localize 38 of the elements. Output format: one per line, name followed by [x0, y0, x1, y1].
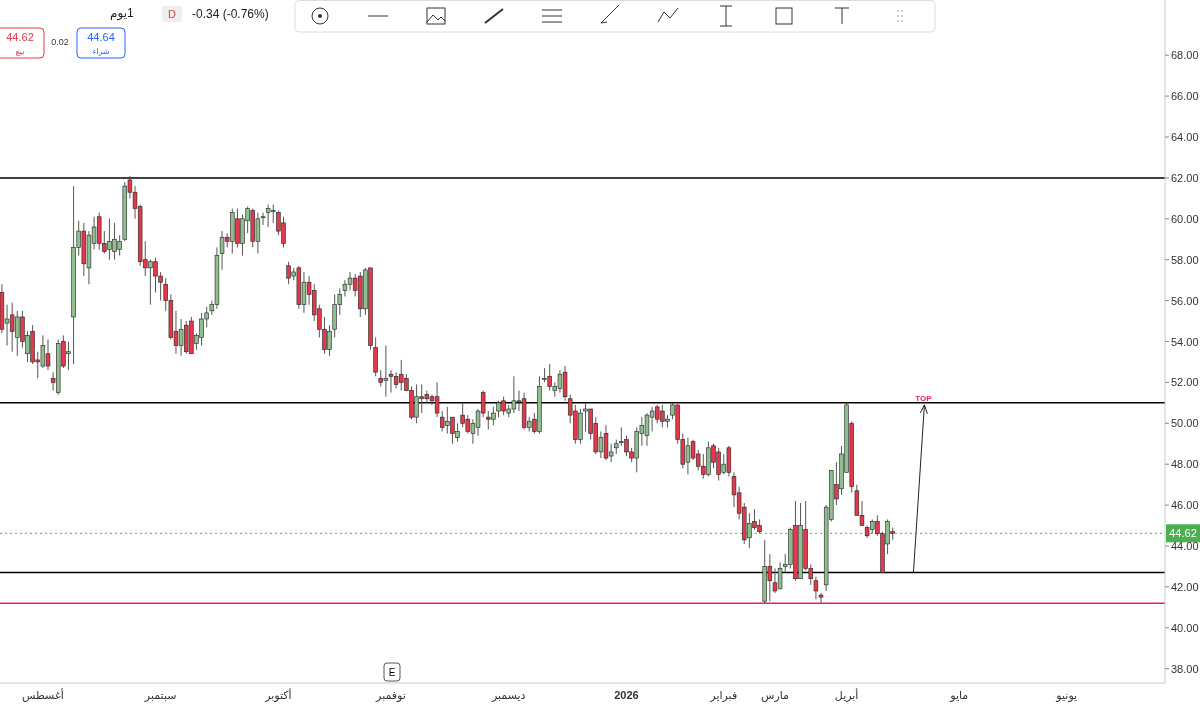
x-tick-label: أكتوبر: [264, 688, 292, 702]
y-tick-label: 46.00: [1171, 499, 1199, 512]
x-tick-label: فبراير: [709, 689, 738, 702]
y-tick-label: 38.00: [1171, 662, 1199, 675]
annotation: 1يوم: [110, 6, 134, 21]
y-tick-label: 52.00: [1171, 376, 1199, 389]
y-tick-label: 56.00: [1171, 294, 1199, 307]
annotation: 0.02: [51, 37, 69, 47]
x-tick-label: مارس: [760, 689, 790, 702]
y-tick-label: 64.00: [1171, 131, 1199, 144]
annotation: E: [388, 667, 396, 678]
x-tick-label: سبتمبر: [143, 689, 177, 702]
annotation: 44.64: [87, 31, 115, 43]
y-tick-label: 54.00: [1171, 335, 1199, 348]
annotation: شراء: [92, 47, 110, 56]
y-tick-label: 40.00: [1171, 621, 1199, 634]
y-tick-label: 66.00: [1171, 90, 1199, 103]
y-tick-label: 48.00: [1171, 458, 1199, 471]
annotation: بيع: [15, 47, 25, 56]
x-tick-label: أغسطس: [22, 688, 64, 702]
y-tick-label: 58.00: [1171, 253, 1199, 266]
y-tick-label: 60.00: [1171, 212, 1199, 225]
x-tick-label: ديسمبر: [490, 689, 526, 702]
x-tick-label: أبريل: [834, 688, 859, 702]
y-tick-label: 50.00: [1171, 417, 1199, 430]
y-tick-label: 42.00: [1171, 580, 1199, 593]
y-tick-label: 62.00: [1171, 171, 1199, 184]
y-tick-label: 44.00: [1171, 539, 1199, 552]
annotation: 44.62: [6, 31, 34, 43]
ref-line-label: TOP: [915, 393, 933, 403]
x-tick-label: يونيو: [1055, 689, 1078, 702]
annotation: D: [168, 8, 177, 20]
x-tick-label: نوفمبر: [375, 689, 406, 702]
y-tick-label: 68.00: [1171, 49, 1199, 62]
x-tick-label: مايو: [949, 689, 969, 702]
x-tick-label: 2026: [614, 689, 639, 701]
ref-line-label: 44.62: [1169, 527, 1197, 540]
annotation: -0.34 (-0.76%): [192, 7, 269, 21]
